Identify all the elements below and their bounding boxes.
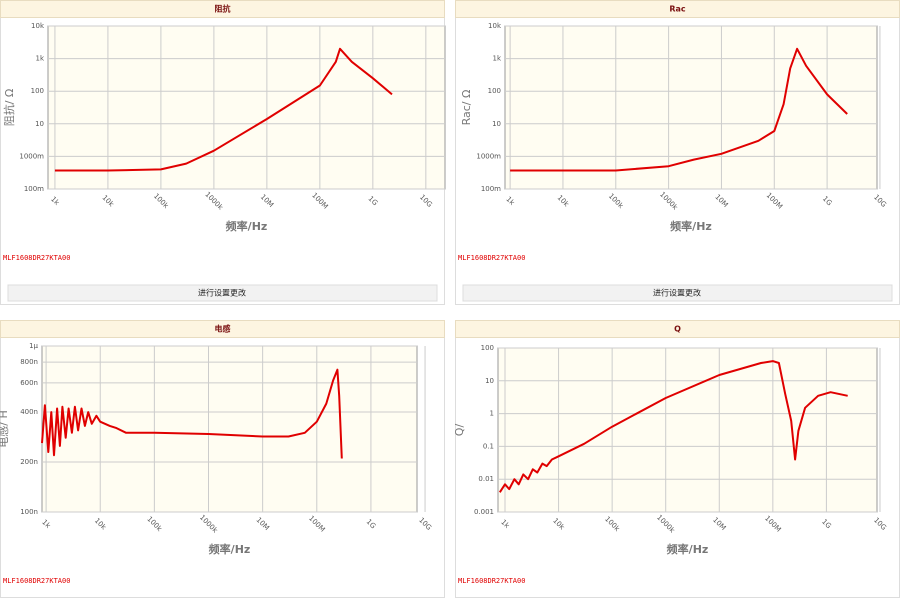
y-axis-label: 阻抗/ Ω <box>2 89 16 127</box>
y-tick-label: 100n <box>20 508 38 516</box>
x-axis-label: 频率/Hz <box>226 219 268 233</box>
settings-button-label[interactable]: 进行设置更改 <box>653 288 701 298</box>
y-tick-label: 600n <box>20 379 38 387</box>
y-tick-label: 100m <box>24 185 44 193</box>
y-tick-label: 1μ <box>29 342 38 350</box>
y-tick-label: 100m <box>481 185 501 193</box>
y-tick-label: 1 <box>490 410 494 418</box>
y-tick-label: 1000m <box>476 152 501 160</box>
plot-area <box>497 347 878 513</box>
y-tick-label: 400n <box>20 408 38 416</box>
panel-title: 电感 <box>215 324 231 334</box>
y-tick-label: 100 <box>31 87 44 95</box>
plot-area <box>41 345 418 513</box>
plot-area <box>504 25 878 190</box>
data-line <box>41 368 343 459</box>
y-axis-label: 电感/ H <box>0 410 10 447</box>
panel-header <box>0 320 445 338</box>
settings-button[interactable] <box>462 284 893 302</box>
panel-title: Rac <box>669 5 686 14</box>
y-tick-label: 800n <box>20 358 38 366</box>
y-tick-label: 1k <box>35 55 44 63</box>
y-tick-label: 1000m <box>19 152 44 160</box>
y-tick-label: 10 <box>485 377 494 385</box>
y-tick-label: 0.01 <box>478 475 494 483</box>
panel-title: 阻抗 <box>215 4 231 14</box>
x-axis-label: 频率/Hz <box>670 219 712 233</box>
settings-button[interactable] <box>7 284 438 302</box>
y-tick-label: 0.1 <box>483 442 494 450</box>
data-line <box>54 47 393 172</box>
annotation: MLF1608DR27KTA00 <box>458 577 525 585</box>
panel-title: Q <box>674 325 681 334</box>
y-tick-label: 10 <box>492 120 501 128</box>
settings-button-label[interactable]: 进行设置更改 <box>198 288 246 298</box>
y-tick-label: 10k <box>31 22 45 30</box>
annotation: MLF1608DR27KTA00 <box>3 577 70 585</box>
annotation: MLF1608DR27KTA00 <box>3 254 70 262</box>
y-tick-label: 200n <box>20 458 38 466</box>
y-tick-label: 10k <box>488 22 502 30</box>
panel-header <box>0 0 445 18</box>
data-line <box>498 360 848 493</box>
y-tick-label: 1k <box>492 55 501 63</box>
y-tick-label: 100 <box>481 344 494 352</box>
y-axis-label: Rac/ Ω <box>460 90 473 126</box>
annotation: MLF1608DR27KTA00 <box>458 254 525 262</box>
x-axis-label: 频率/Hz <box>667 542 709 556</box>
y-axis-label: Q/ <box>453 424 466 437</box>
y-tick-label: 0.001 <box>474 508 494 516</box>
y-tick-label: 100 <box>488 87 501 95</box>
x-axis-label: 频率/Hz <box>209 542 251 556</box>
y-tick-label: 10 <box>35 120 44 128</box>
data-line <box>510 47 848 172</box>
